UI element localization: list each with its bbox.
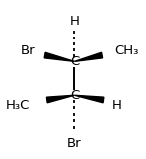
Text: Br: Br: [67, 137, 82, 150]
Text: Br: Br: [21, 44, 36, 57]
Text: H: H: [112, 99, 122, 112]
Polygon shape: [46, 95, 74, 103]
Text: H: H: [69, 15, 79, 28]
Polygon shape: [74, 52, 103, 61]
Text: CH₃: CH₃: [114, 44, 139, 57]
Text: H₃C: H₃C: [6, 99, 31, 112]
Text: C: C: [70, 89, 79, 102]
Polygon shape: [74, 95, 104, 103]
Text: C: C: [70, 55, 79, 68]
Polygon shape: [44, 52, 74, 61]
